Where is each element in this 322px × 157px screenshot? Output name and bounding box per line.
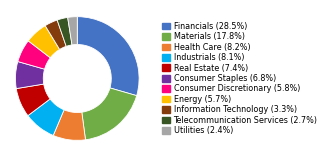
Wedge shape — [53, 110, 85, 140]
Wedge shape — [77, 17, 139, 96]
Wedge shape — [18, 41, 50, 69]
Wedge shape — [15, 62, 44, 89]
Wedge shape — [45, 20, 66, 49]
Wedge shape — [28, 99, 64, 135]
Wedge shape — [57, 17, 72, 46]
Wedge shape — [82, 88, 137, 140]
Wedge shape — [68, 17, 77, 45]
Wedge shape — [28, 26, 60, 58]
Wedge shape — [16, 84, 50, 116]
Legend: Financials (28.5%), Materials (17.8%), Health Care (8.2%), Industrials (8.1%), R: Financials (28.5%), Materials (17.8%), H… — [162, 22, 317, 135]
